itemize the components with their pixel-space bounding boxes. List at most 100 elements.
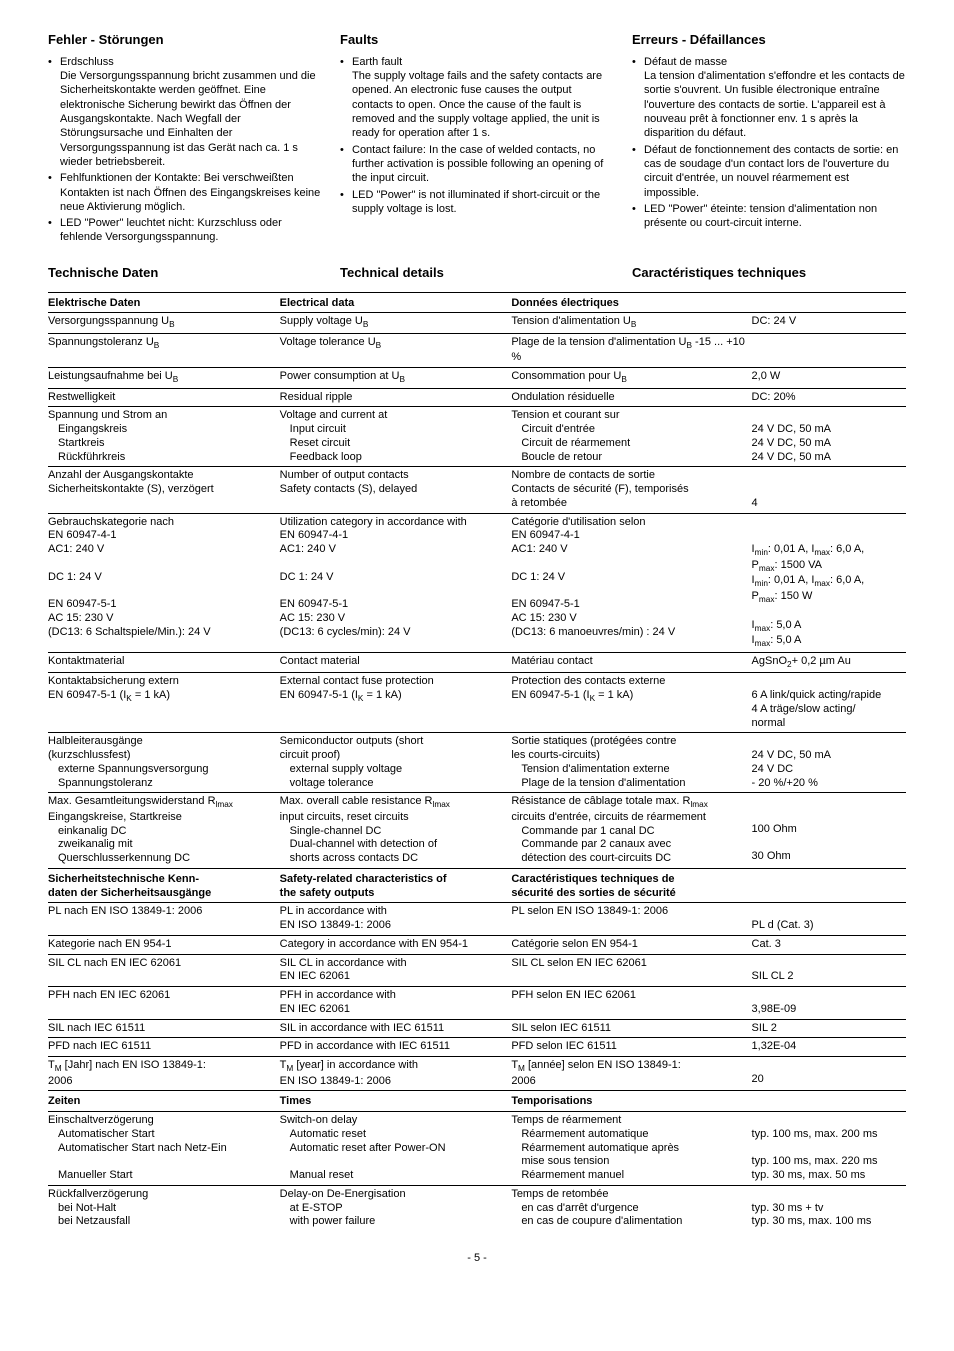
table-cell: Matériau contact — [511, 652, 751, 673]
table-cell: PFH in accordance withEN IEC 62061 — [280, 987, 512, 1020]
table-cell — [752, 333, 906, 367]
table-cell: PFH selon EN IEC 62061 — [511, 987, 751, 1020]
table-row: TM [Jahr] nach EN ISO 13849-1:2006TM [ye… — [48, 1057, 906, 1091]
table-cell: Leistungsaufnahme bei UB — [48, 368, 280, 389]
table-cell: EinschaltverzögerungAutomatischer StartA… — [48, 1112, 280, 1186]
table-cell: Rückfallverzögerungbei Not-Haltbei Netza… — [48, 1185, 280, 1231]
table-cell: Tension et courant surCircuit d'entréeCi… — [511, 407, 751, 467]
table-cell: 6 A link/quick acting/rapide4 A träge/sl… — [752, 673, 906, 733]
table-cell: Spannung und Strom anEingangskreisStartk… — [48, 407, 280, 467]
table-cell: PFD nach IEC 61511 — [48, 1038, 280, 1057]
table-cell: Résistance de câblage totale max. Rlmaxc… — [511, 793, 751, 869]
table-cell: Elektrische Daten — [48, 292, 280, 313]
table-row: PFD nach IEC 61511PFD in accordance with… — [48, 1038, 906, 1057]
table-row: Halbleiterausgänge(kurzschlussfest)exter… — [48, 733, 906, 793]
table-row: PL nach EN ISO 13849-1: 2006PL in accord… — [48, 903, 906, 936]
fault-item: Contact failure: In the case of welded c… — [340, 143, 614, 186]
table-cell: SIL in accordance with IEC 61511 — [280, 1019, 512, 1038]
tech-table: Elektrische DatenElectrical dataDonnées … — [48, 292, 906, 1232]
table-cell: Ondulation résiduelle — [511, 388, 751, 407]
table-row: Kategorie nach EN 954-1Category in accor… — [48, 935, 906, 954]
faults-section: Fehler - Störungen ErdschlussDie Versorg… — [48, 32, 906, 247]
faults-title-fr: Erreurs - Défaillances — [632, 32, 906, 49]
table-cell: TM [year] in accordance withEN ISO 13849… — [280, 1057, 512, 1091]
table-cell: Tension d'alimentation UB — [511, 313, 751, 334]
table-cell: Delay-on De-Energisationat E-STOPwith po… — [280, 1185, 512, 1231]
faults-col-en: Faults Earth faultThe supply voltage fai… — [340, 32, 614, 247]
table-cell: PL d (Cat. 3) — [752, 903, 906, 936]
table-cell: Temporisations — [511, 1091, 751, 1112]
faults-list-en: Earth faultThe supply voltage fails and … — [340, 55, 614, 216]
table-row: Anzahl der AusgangskontakteSicherheitsko… — [48, 467, 906, 513]
fault-item: Fehlfunktionen der Kontakte: Bei verschw… — [48, 171, 322, 214]
table-row: Spannungstoleranz UBVoltage tolerance UB… — [48, 333, 906, 367]
table-cell: Protection des contacts externeEN 60947-… — [511, 673, 751, 733]
table-row: Spannung und Strom anEingangskreisStartk… — [48, 407, 906, 467]
table-cell: Voltage tolerance UB — [280, 333, 512, 367]
faults-title-en: Faults — [340, 32, 614, 49]
table-row: Versorgungsspannung UBSupply voltage UBT… — [48, 313, 906, 334]
table-cell: Kategorie nach EN 954-1 — [48, 935, 280, 954]
table-cell: PFD selon IEC 61511 — [511, 1038, 751, 1057]
table-row: SIL CL nach EN IEC 62061SIL CL in accord… — [48, 954, 906, 987]
fault-item: Earth faultThe supply voltage fails and … — [340, 55, 614, 141]
table-cell: Semiconductor outputs (shortcircuit proo… — [280, 733, 512, 793]
table-cell: 100 Ohm30 Ohm — [752, 793, 906, 869]
table-cell: SIL selon IEC 61511 — [511, 1019, 751, 1038]
faults-list-de: ErdschlussDie Versorgungsspannung bricht… — [48, 55, 322, 245]
table-cell: Temps de réarmementRéarmement automatiqu… — [511, 1112, 751, 1186]
table-row: Max. Gesamtleitungswiderstand RlmaxEinga… — [48, 793, 906, 869]
table-row: ZeitenTimesTemporisations — [48, 1091, 906, 1112]
table-row: Rückfallverzögerungbei Not-Haltbei Netza… — [48, 1185, 906, 1231]
table-cell: 20 — [752, 1057, 906, 1091]
table-cell: Category in accordance with EN 954-1 — [280, 935, 512, 954]
table-cell: Residual ripple — [280, 388, 512, 407]
faults-title-de: Fehler - Störungen — [48, 32, 322, 49]
table-cell: DC: 20% — [752, 388, 906, 407]
table-cell: Contact material — [280, 652, 512, 673]
table-cell: TM [Jahr] nach EN ISO 13849-1:2006 — [48, 1057, 280, 1091]
table-row: Elektrische DatenElectrical dataDonnées … — [48, 292, 906, 313]
table-row: Kontaktabsicherung externEN 60947-5-1 (I… — [48, 673, 906, 733]
table-cell: Catégorie selon EN 954-1 — [511, 935, 751, 954]
tech-head-en: Technical details — [340, 265, 614, 282]
fault-item: ErdschlussDie Versorgungsspannung bricht… — [48, 55, 322, 169]
table-cell: Zeiten — [48, 1091, 280, 1112]
table-row: RestwelligkeitResidual rippleOndulation … — [48, 388, 906, 407]
table-cell: TM [année] selon EN ISO 13849-1:2006 — [511, 1057, 751, 1091]
table-cell: PFD in accordance with IEC 61511 — [280, 1038, 512, 1057]
table-cell: Versorgungsspannung UB — [48, 313, 280, 334]
table-cell: Sicherheitstechnische Kenn-daten der Sic… — [48, 868, 280, 903]
table-cell: DC: 24 V — [752, 313, 906, 334]
table-cell: 4 — [752, 467, 906, 513]
table-cell: Consommation pour UB — [511, 368, 751, 389]
tech-heads: Technische Daten Technical details Carac… — [48, 265, 906, 282]
table-cell: PL in accordance withEN ISO 13849-1: 200… — [280, 903, 512, 936]
table-cell: Cat. 3 — [752, 935, 906, 954]
table-cell: SIL CL selon EN IEC 62061 — [511, 954, 751, 987]
table-cell — [752, 868, 906, 903]
table-cell — [752, 1091, 906, 1112]
table-cell: Imin: 0,01 A, Imax: 6,0 A,Pmax: 1500 VAI… — [752, 513, 906, 652]
table-cell: Utilization category in accordance withE… — [280, 513, 512, 652]
table-cell: Gebrauchskategorie nachEN 60947-4-1AC1: … — [48, 513, 280, 652]
table-cell: Number of output contactsSafety contacts… — [280, 467, 512, 513]
table-cell: Max. Gesamtleitungswiderstand RlmaxEinga… — [48, 793, 280, 869]
table-cell: Plage de la tension d'alimentation UB -1… — [511, 333, 751, 367]
table-cell: Power consumption at UB — [280, 368, 512, 389]
table-cell: Catégorie d'utilisation selonEN 60947-4-… — [511, 513, 751, 652]
table-cell — [752, 292, 906, 313]
table-cell: Times — [280, 1091, 512, 1112]
table-cell: Nombre de contacts de sortieContacts de … — [511, 467, 751, 513]
page-number: - 5 - — [48, 1251, 906, 1265]
table-row: Leistungsaufnahme bei UBPower consumptio… — [48, 368, 906, 389]
fault-item: LED "Power" éteinte: tension d'alimentat… — [632, 202, 906, 231]
table-row: Gebrauchskategorie nachEN 60947-4-1AC1: … — [48, 513, 906, 652]
table-cell: 1,32E-04 — [752, 1038, 906, 1057]
table-cell: Safety-related characteristics ofthe saf… — [280, 868, 512, 903]
table-cell: SIL CL 2 — [752, 954, 906, 987]
fault-item: Défaut de fonctionnement des contacts de… — [632, 143, 906, 200]
table-cell: PL selon EN ISO 13849-1: 2006 — [511, 903, 751, 936]
table-row: PFH nach EN IEC 62061PFH in accordance w… — [48, 987, 906, 1020]
fault-item: LED "Power" leuchtet nicht: Kurzschluss … — [48, 216, 322, 245]
